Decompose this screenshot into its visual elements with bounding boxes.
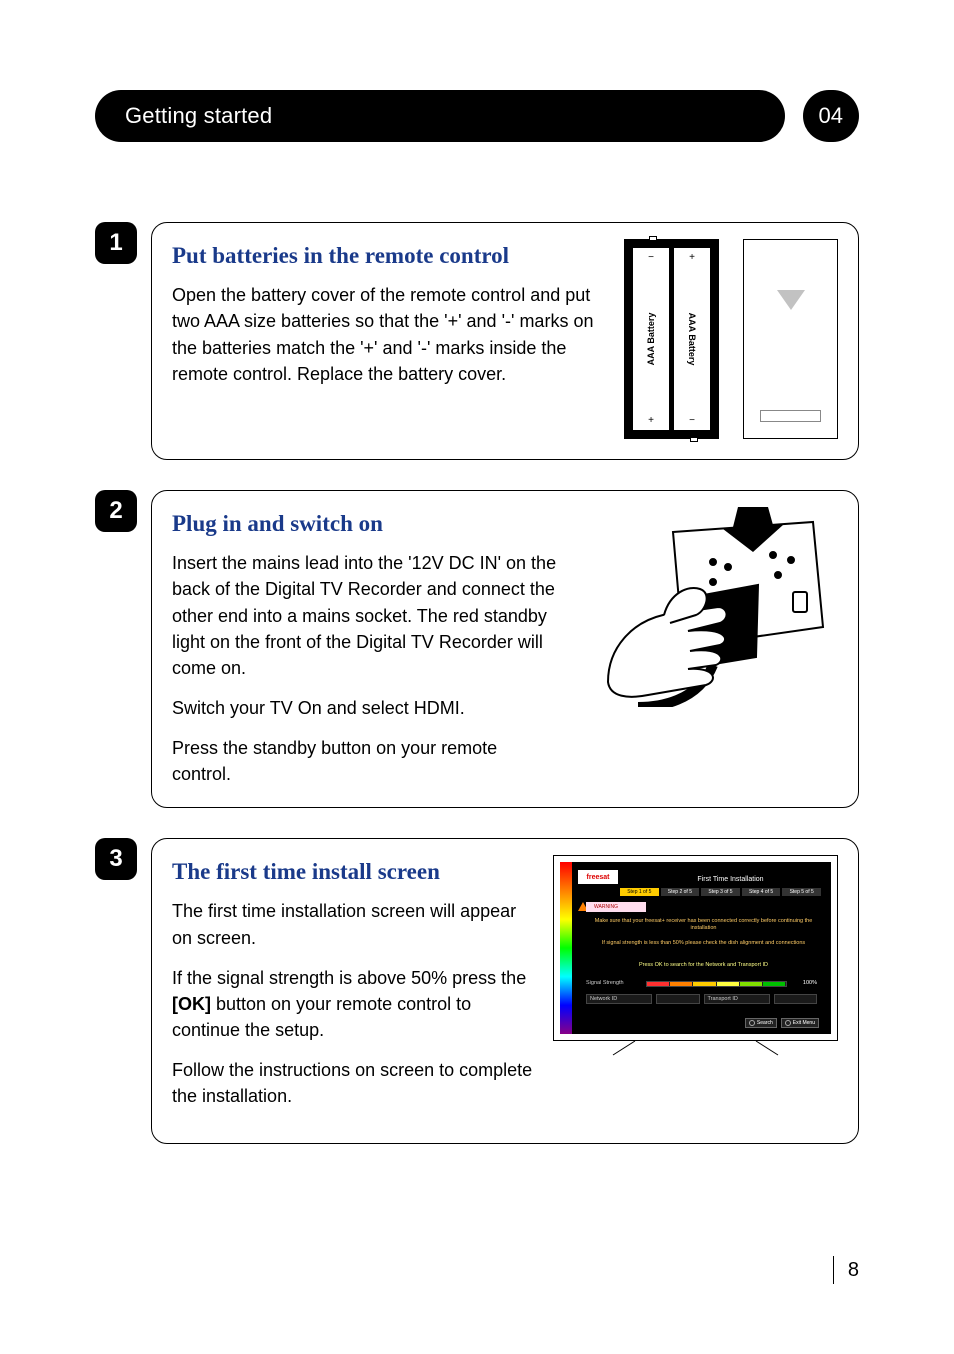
step-title: The first time install screen <box>172 855 535 888</box>
step-title: Put batteries in the remote control <box>172 239 606 272</box>
tv-screenshot: freesat First Time Installation Step 1 o… <box>553 855 838 1123</box>
battery-illustration: − AAA Battery + + AAA Battery − <box>624 239 838 439</box>
step-number-badge: 3 <box>95 838 137 880</box>
signal-strength-label: Signal Strength <box>586 980 624 986</box>
screenshot-message: If signal strength is less than 50% plea… <box>590 940 817 947</box>
screenshot-message: Make sure that your freesat+ receiver ha… <box>590 918 817 932</box>
chapter-number: 04 <box>803 90 859 142</box>
warning-label: WARNING <box>586 902 646 912</box>
step-box: Put batteries in the remote control Open… <box>151 222 859 460</box>
install-step-tab: Step 4 of 5 <box>742 888 781 896</box>
install-step-tab: Step 1 of 5 <box>620 888 659 896</box>
section-title: Getting started <box>95 90 785 142</box>
transport-id-label: Transport ID <box>704 994 770 1004</box>
step-box: The first time install screen The first … <box>151 838 859 1144</box>
signal-strength-bar <box>646 981 787 987</box>
freesat-logo: freesat <box>578 870 618 884</box>
ok-button-reference: [OK] <box>172 994 211 1014</box>
step-paragraph: If the signal strength is above 50% pres… <box>172 965 535 1043</box>
step-3: 3 The first time install screen The firs… <box>95 838 859 1144</box>
step-paragraph: Follow the instructions on screen to com… <box>172 1057 535 1109</box>
screenshot-message: Press OK to search for the Network and T… <box>590 962 817 969</box>
step-number-badge: 2 <box>95 490 137 532</box>
step-paragraph: Open the battery cover of the remote con… <box>172 282 606 386</box>
search-button-pictogram: Search <box>745 1018 777 1028</box>
step-2: 2 Plug in and switch on Insert the mains… <box>95 490 859 808</box>
screenshot-title: First Time Installation <box>640 876 821 883</box>
step-1: 1 Put batteries in the remote control Op… <box>95 222 859 460</box>
step-box: Plug in and switch on Insert the mains l… <box>151 490 859 808</box>
battery-label: AAA Battery <box>646 313 656 366</box>
step-paragraph: Press the standby button on your remote … <box>172 735 560 787</box>
battery-cover <box>743 239 838 439</box>
page-number: 8 <box>833 1256 859 1284</box>
network-id-label: Network ID <box>586 994 652 1004</box>
step-title: Plug in and switch on <box>172 507 560 540</box>
step-paragraph: The first time installation screen will … <box>172 898 535 950</box>
step-paragraph: Switch your TV On and select HDMI. <box>172 695 560 721</box>
step-paragraph: Insert the mains lead into the '12V DC I… <box>172 550 560 680</box>
plug-illustration <box>578 507 838 787</box>
install-step-tab: Step 2 of 5 <box>661 888 700 896</box>
signal-strength-value: 100% <box>803 980 817 986</box>
page-header: Getting started 04 <box>95 90 859 142</box>
exit-button-pictogram: Exit Menu <box>781 1018 819 1028</box>
step-number-badge: 1 <box>95 222 137 264</box>
install-step-tab: Step 3 of 5 <box>701 888 740 896</box>
install-step-tab: Step 5 of 5 <box>782 888 821 896</box>
battery-label: AAA Battery <box>687 313 697 366</box>
battery-compartment: − AAA Battery + + AAA Battery − <box>624 239 719 439</box>
